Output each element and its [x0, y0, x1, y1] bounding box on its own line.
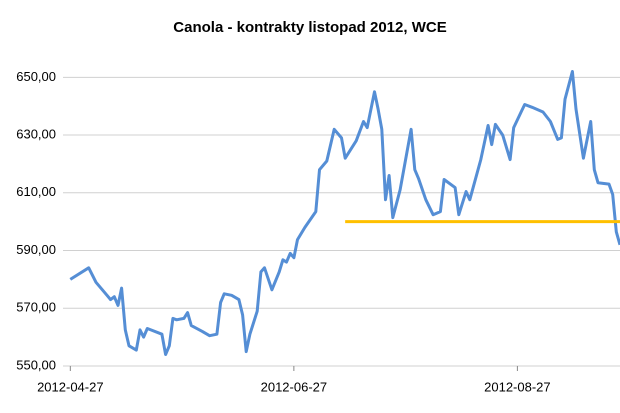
x-tick-label: 2012-08-27: [484, 379, 551, 394]
y-tick-label: 550,00: [16, 357, 56, 372]
y-tick-label: 610,00: [16, 184, 56, 199]
x-tick-label: 2012-06-27: [261, 379, 328, 394]
y-tick-label: 630,00: [16, 126, 56, 141]
price-line: [69, 70, 620, 356]
chart-title: Canola - kontrakty listopad 2012, WCE: [173, 19, 446, 36]
y-tick-label: 570,00: [16, 300, 56, 315]
y-tick-label: 650,00: [16, 69, 56, 84]
y-tick-label: 590,00: [16, 242, 56, 257]
x-tick-label: 2012-04-27: [37, 379, 104, 394]
